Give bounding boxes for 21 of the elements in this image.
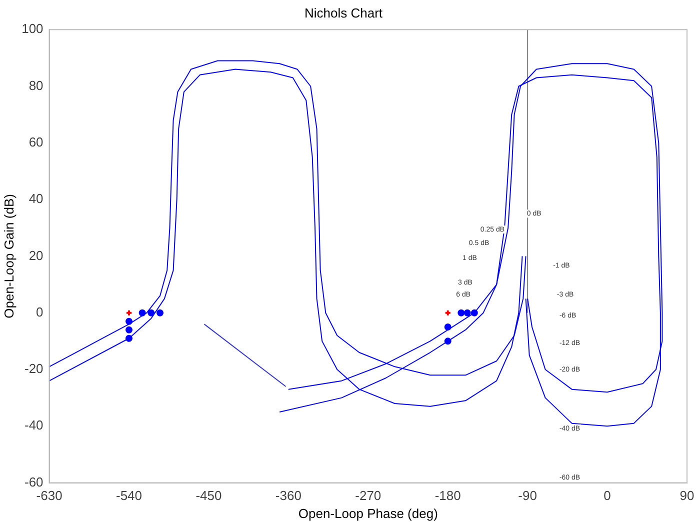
y-tick-label: -40: [24, 418, 44, 433]
x-axis-title: Open-Loop Phase (deg): [298, 506, 438, 521]
y-tick-label: 0: [36, 304, 44, 320]
y-tick-label: 40: [28, 191, 44, 206]
x-tick-label: -450: [196, 488, 222, 504]
x-tick-label: -180: [434, 488, 461, 504]
x-tick-label: 90: [680, 488, 694, 504]
y-tick-label: 80: [28, 78, 44, 93]
x-tick-label: 0: [604, 488, 611, 504]
y-tick-label: -20: [24, 361, 44, 376]
y-tick-label: 100: [22, 21, 44, 36]
x-tick-label: -90: [518, 488, 537, 504]
y-axis-title: Open-Loop Gain (dB): [1, 194, 16, 318]
y-tick-label: 20: [28, 248, 44, 263]
chart-title: Nichols Chart: [304, 5, 383, 20]
x-tick-label: -360: [275, 488, 302, 504]
y-tick-label: -60: [24, 474, 44, 490]
x-tick-label: -270: [355, 488, 382, 504]
y-tick-label: 60: [28, 134, 44, 150]
x-tick-label: -540: [116, 488, 142, 504]
x-tick-label: -630: [36, 488, 62, 504]
